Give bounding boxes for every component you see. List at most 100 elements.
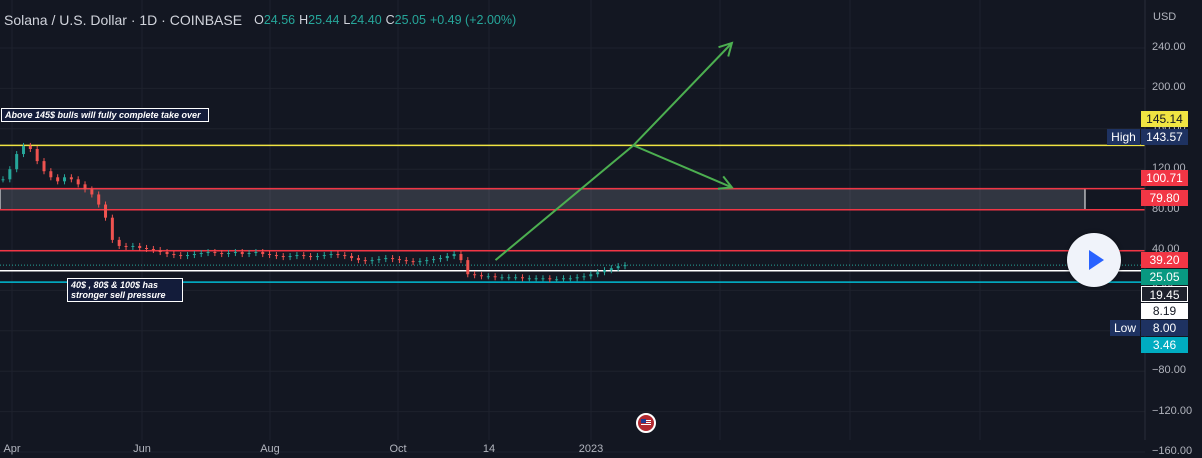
candle-body bbox=[555, 279, 559, 281]
x-tick-14: 14 bbox=[482, 443, 496, 455]
arrow-head-icon bbox=[718, 41, 734, 57]
candle-body bbox=[309, 256, 313, 258]
candle-body bbox=[35, 149, 39, 162]
candle-body bbox=[281, 256, 285, 258]
candle-body bbox=[561, 278, 565, 280]
candle-body bbox=[302, 255, 306, 257]
candle-body bbox=[145, 247, 149, 249]
x-tick-oct: Oct bbox=[389, 443, 407, 455]
candle-body bbox=[261, 252, 265, 255]
candle-body bbox=[363, 260, 367, 262]
candle-body bbox=[452, 254, 456, 257]
note-sell-pressure[interactable]: 40$ , 80$ & 100$ has stronger sell press… bbox=[67, 278, 183, 302]
candle-body bbox=[329, 254, 333, 256]
ohlc-change: +0.49 (+2.00%) bbox=[429, 13, 517, 27]
ohlc-open: O24.56 bbox=[254, 13, 296, 27]
candle-body bbox=[1, 179, 5, 181]
price-label-39: 39.20 bbox=[1141, 252, 1188, 268]
candle-body bbox=[391, 258, 395, 260]
price-label-8-00: 8.00 bbox=[1141, 320, 1188, 336]
candle-body bbox=[336, 254, 340, 256]
candle-body bbox=[76, 179, 80, 185]
candle-body bbox=[186, 255, 190, 257]
candle-body bbox=[356, 258, 360, 261]
candle-body bbox=[69, 177, 73, 180]
candle-body bbox=[315, 256, 319, 258]
price-label-100: 100.71 bbox=[1141, 170, 1188, 186]
candle-body bbox=[138, 245, 142, 248]
candle-body bbox=[254, 252, 258, 254]
candle-body bbox=[172, 254, 176, 256]
candle-body bbox=[589, 274, 593, 277]
candle-body bbox=[397, 259, 401, 261]
x-tick-apr: Apr bbox=[3, 443, 21, 455]
candle-body bbox=[384, 258, 388, 260]
candle-body bbox=[370, 260, 374, 262]
candle-body bbox=[179, 255, 183, 257]
y-tick-label: −160.00 bbox=[1152, 445, 1193, 457]
candle-body bbox=[616, 266, 620, 269]
candle-body bbox=[199, 253, 203, 255]
ohlc-high: H25.44 bbox=[299, 13, 340, 27]
high-tag: High bbox=[1107, 129, 1140, 145]
x-tick-jun: Jun bbox=[133, 443, 151, 455]
candle-body bbox=[493, 276, 497, 278]
candle-body bbox=[213, 252, 217, 254]
candle-body bbox=[623, 265, 627, 267]
candle-body bbox=[151, 248, 155, 250]
candle-body bbox=[602, 270, 606, 273]
candle-body bbox=[117, 239, 121, 246]
us-flag-icon[interactable] bbox=[636, 413, 656, 433]
x-tick-2023: 2023 bbox=[578, 443, 604, 455]
candle-body bbox=[131, 245, 135, 247]
candle-body bbox=[582, 276, 586, 278]
candle-body bbox=[220, 253, 224, 255]
sell-pressure-zone bbox=[0, 188, 1086, 211]
candle-body bbox=[63, 177, 67, 182]
candle-body bbox=[240, 252, 244, 255]
candle-body bbox=[268, 254, 272, 256]
candle-body bbox=[596, 272, 600, 275]
projection-path bbox=[494, 42, 733, 261]
note-above-145[interactable]: Above 145$ bulls will fully complete tak… bbox=[1, 108, 209, 122]
candle-body bbox=[247, 253, 251, 255]
candle-body bbox=[473, 274, 477, 276]
candle-body bbox=[8, 169, 12, 180]
x-tick-aug: Aug bbox=[260, 443, 280, 455]
candle-body bbox=[534, 278, 538, 280]
candle-body bbox=[274, 255, 278, 257]
candle-body bbox=[445, 256, 449, 259]
candle-body bbox=[520, 277, 524, 279]
play-button[interactable] bbox=[1067, 233, 1121, 287]
candle-body bbox=[377, 259, 381, 261]
candle-body bbox=[49, 171, 53, 178]
candle-body bbox=[514, 277, 518, 279]
candle-body bbox=[158, 250, 162, 253]
candle-body bbox=[124, 245, 128, 247]
candle-body bbox=[527, 278, 531, 280]
price-label-8-19: 8.19 bbox=[1141, 303, 1188, 319]
price-label-145: 145.14 bbox=[1141, 111, 1188, 127]
candle-body bbox=[110, 217, 114, 240]
symbol-title[interactable]: Solana / U.S. Dollar · 1D · COINBASE bbox=[4, 12, 243, 28]
symbol-header: Solana / U.S. Dollar · 1D · COINBASE O24… bbox=[4, 10, 520, 30]
price-label-19: 19.45 bbox=[1141, 286, 1188, 302]
candle-body bbox=[609, 268, 613, 271]
price-label-25: 25.05 bbox=[1141, 269, 1188, 285]
low-tag: Low bbox=[1110, 320, 1140, 336]
candle-body bbox=[432, 259, 436, 261]
candle-body bbox=[343, 255, 347, 257]
candle-body bbox=[42, 161, 46, 172]
candle-body bbox=[227, 253, 231, 255]
candle-body bbox=[90, 189, 94, 195]
price-label-3: 3.46 bbox=[1141, 337, 1188, 353]
candle-body bbox=[165, 252, 169, 255]
y-tick-label: −120.00 bbox=[1152, 404, 1193, 417]
candle-body bbox=[425, 260, 429, 262]
ohlc-close: C25.05 bbox=[385, 13, 426, 27]
candle-body bbox=[486, 276, 490, 278]
candle-body bbox=[548, 278, 552, 280]
price-label-143: 143.57 bbox=[1141, 129, 1188, 145]
arrow-head-icon bbox=[717, 175, 734, 190]
